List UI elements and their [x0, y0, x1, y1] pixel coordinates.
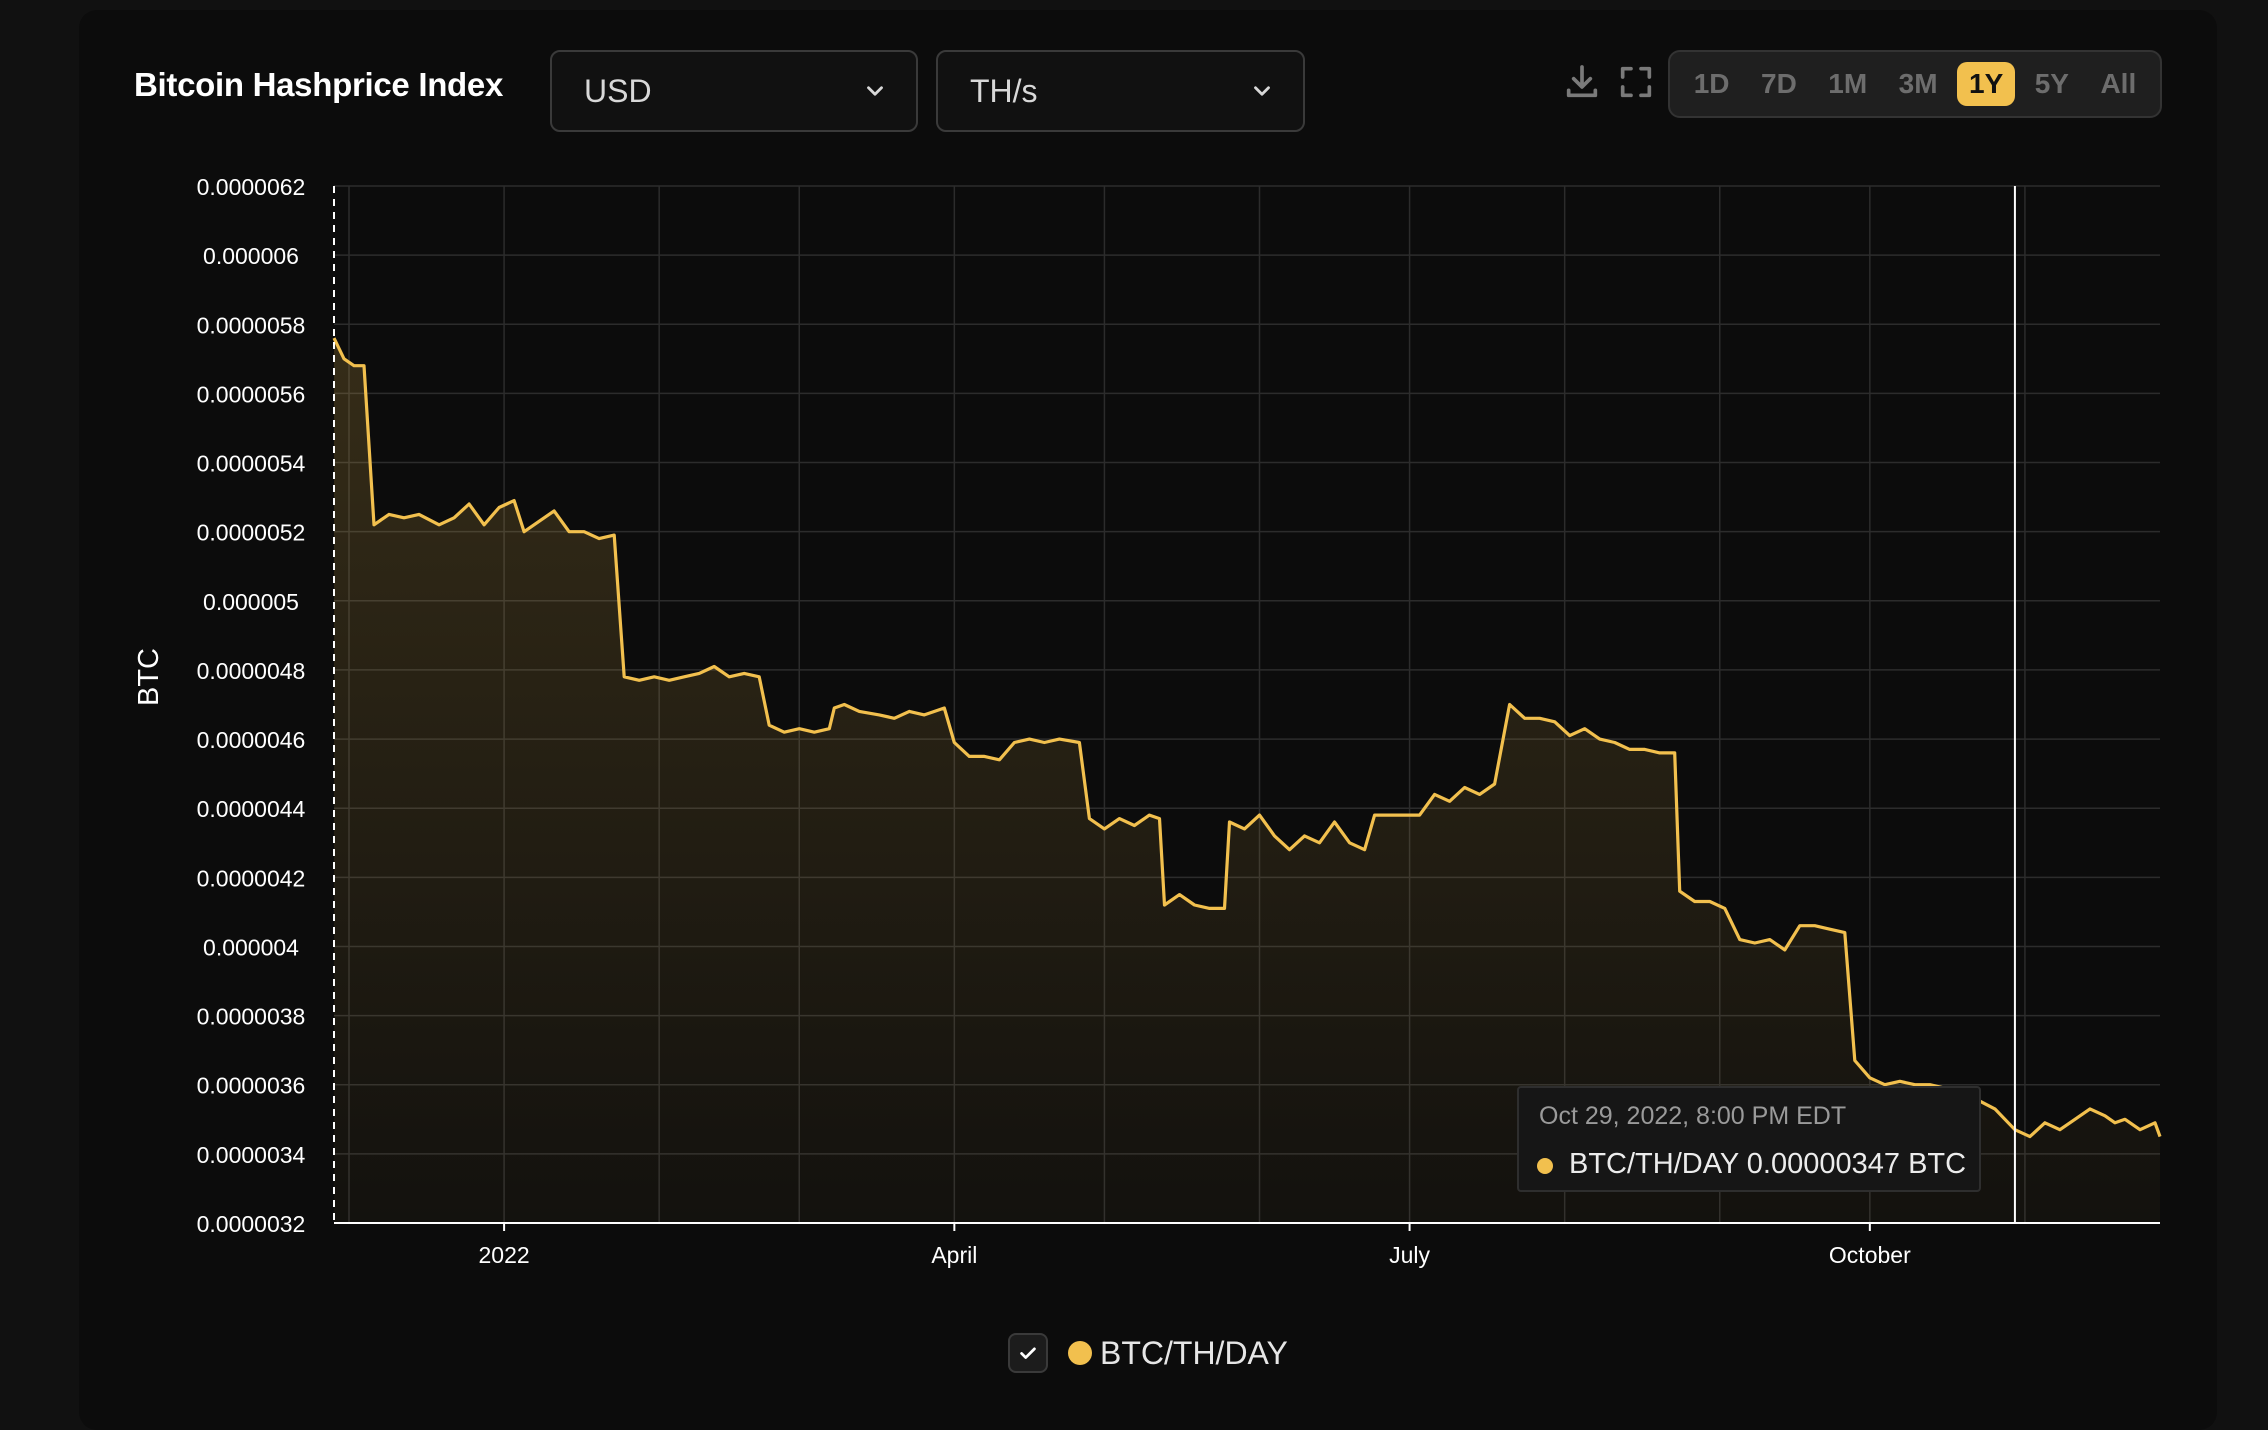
chart-title: Bitcoin Hashprice Index	[134, 66, 504, 103]
range-1y-button[interactable]: 1Y	[1957, 62, 2016, 106]
range-1m-button[interactable]: 1M	[1828, 68, 1868, 99]
y-tick-label: 0.000005	[203, 589, 299, 615]
tooltip-series-line: BTC/TH/DAY 0.00000347 BTC	[1569, 1148, 1966, 1181]
y-tick-label: 0.0000036	[197, 1073, 306, 1099]
hashprice-chart[interactable]: 0.0000062 0.000006 0.0000058 0.0000056 0.000…	[0, 0, 2268, 1300]
y-tick-label: 0.0000046	[197, 727, 306, 753]
x-tick-label: July	[1389, 1242, 1430, 1268]
unit-select[interactable]: TH/s	[936, 50, 1305, 132]
chevron-down-icon	[1254, 86, 1270, 96]
tooltip-date: Oct 29, 2022, 8:00 PM EDT	[1539, 1102, 1847, 1130]
y-tick-label: 0.0000054	[197, 451, 306, 477]
tooltip-series-dot	[1537, 1158, 1553, 1174]
tooltip-value: 0.00000347 BTC	[1746, 1148, 1967, 1180]
y-tick-label: 0.0000032	[197, 1211, 306, 1237]
y-tick-label: 0.0000044	[197, 796, 306, 822]
legend-checkbox[interactable]	[1008, 1333, 1048, 1373]
y-tick-label: 0.0000052	[197, 520, 306, 546]
chevron-down-icon	[867, 86, 883, 96]
legend-label[interactable]: BTC/TH/DAY	[1100, 1334, 1288, 1371]
y-tick-label: 0.000004	[203, 934, 299, 960]
download-icon[interactable]	[1562, 62, 1602, 102]
range-1d-button[interactable]: 1D	[1693, 68, 1730, 99]
chart-tooltip: Oct 29, 2022, 8:00 PM EDT BTC/TH/DAY 0.0…	[1517, 1086, 1981, 1192]
x-tick-label: October	[1829, 1242, 1911, 1268]
fullscreen-icon[interactable]	[1616, 62, 1656, 102]
currency-select[interactable]: USD	[550, 50, 918, 132]
range-3m-button[interactable]: 3M	[1898, 68, 1938, 99]
currency-select-value: USD	[584, 72, 652, 109]
y-tick-label: 0.0000048	[197, 658, 306, 684]
series-line	[332, 337, 2162, 1139]
time-range-selector: 1D 7D 1M 3M 1Y 5Y All	[1668, 50, 2162, 118]
unit-select-value: TH/s	[970, 72, 1038, 109]
series-area	[334, 338, 2160, 1224]
y-tick-label: 0.0000062	[197, 174, 306, 200]
chart-legend: BTC/TH/DAY	[1008, 1330, 1288, 1376]
y-tick-label: 0.0000034	[197, 1142, 306, 1168]
checkmark-icon	[1020, 1347, 1036, 1359]
range-7d-button[interactable]: 7D	[1761, 68, 1797, 99]
range-5y-button[interactable]: 5Y	[2034, 68, 2069, 99]
y-axis-title: BTC	[133, 648, 165, 706]
y-tick-label: 0.0000038	[197, 1004, 306, 1030]
x-tick-label: April	[931, 1242, 977, 1268]
range-all-button[interactable]: All	[2100, 68, 2137, 99]
x-tick-label: 2022	[479, 1242, 530, 1268]
legend-color-dot	[1068, 1341, 1092, 1365]
y-tick-label: 0.0000042	[197, 865, 306, 891]
tooltip-series-name: BTC/TH/DAY	[1569, 1148, 1739, 1180]
y-tick-label: 0.0000058	[197, 312, 306, 338]
y-tick-label: 0.0000056	[197, 381, 306, 407]
y-tick-label: 0.000006	[203, 243, 299, 269]
